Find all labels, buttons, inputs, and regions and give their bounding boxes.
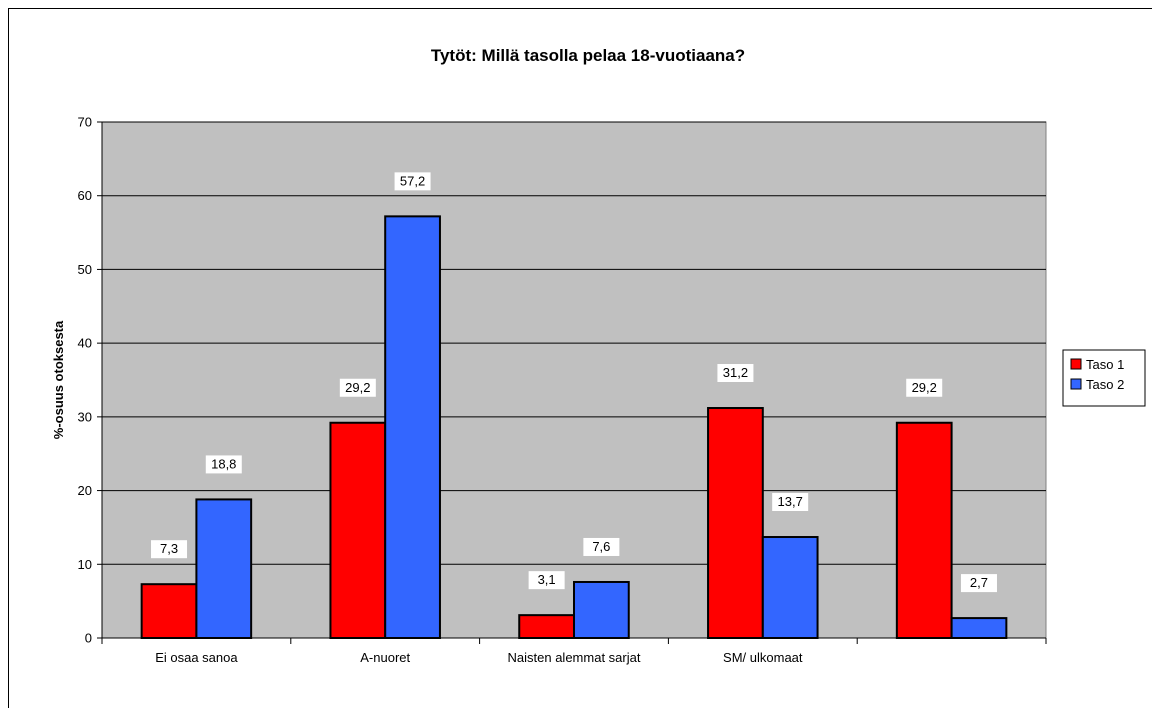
legend-swatch: [1070, 378, 1082, 390]
x-tick-label: Ei osaa sanoa: [155, 650, 238, 665]
data-label: 57,2: [400, 173, 425, 188]
data-label-background: [151, 540, 188, 559]
x-tick-label: A-nuoret: [360, 650, 410, 665]
x-tick-label: SM/ ulkomaat: [723, 650, 803, 665]
bar: [329, 421, 387, 639]
y-tick-label: 60: [78, 188, 92, 203]
bar: [140, 583, 198, 640]
bar: [761, 536, 819, 639]
y-tick-label: 40: [78, 336, 92, 351]
data-label: 7,6: [592, 539, 610, 554]
data-label-background: [394, 172, 431, 191]
bar: [950, 617, 1008, 640]
x-tick-label: Naisten alemmat sarjat: [508, 650, 641, 665]
data-label-background: [717, 364, 754, 383]
y-tick-label: 0: [85, 631, 92, 646]
y-axis: 0 10 20 30 40 50 60 70: [78, 115, 103, 646]
data-label: 31,2: [723, 365, 748, 380]
data-label: 18,8: [211, 456, 236, 471]
y-tick-label: 50: [78, 262, 92, 277]
data-label-background: [583, 537, 620, 556]
data-label-background: [960, 574, 997, 593]
bar: [518, 614, 575, 639]
data-label-background: [772, 493, 809, 512]
bars: 7,3 29,2 3,1 31,2 29,2 18,8 57,2 7,6 13,7 2,7: [140, 172, 1008, 640]
chart-title: Tytöt: Millä tasolla pelaa 18-vuotiaana?: [431, 46, 745, 65]
y-tick-label: 10: [78, 557, 92, 572]
legend: Taso 1 Taso 2: [1062, 349, 1146, 407]
bar: [895, 421, 953, 639]
data-label: 3,1: [538, 572, 556, 587]
y-tick-label: 20: [78, 483, 92, 498]
data-label: 29,2: [912, 380, 937, 395]
bar: [195, 498, 253, 639]
gridlines: [102, 121, 1046, 565]
y-tick-label: 70: [78, 115, 92, 130]
data-label: 13,7: [778, 494, 803, 509]
bar: [384, 215, 441, 639]
data-label: 7,3: [160, 541, 178, 556]
data-label-background: [528, 571, 565, 590]
x-axis: Ei osaa sanoa A-nuoret Naisten alemmat sar…: [101, 637, 1047, 665]
y-tick-label: 30: [78, 409, 92, 424]
data-label-background: [906, 378, 943, 397]
bar: [707, 407, 764, 639]
data-label-background: [205, 455, 242, 474]
plot-area: [101, 121, 1047, 639]
data-label: 29,2: [345, 380, 370, 395]
data-label: 2,7: [970, 575, 988, 590]
y-axis-label: %-osuus otoksesta: [51, 320, 66, 439]
data-label-background: [339, 378, 376, 397]
legend-label: Taso 2: [1086, 377, 1124, 392]
legend-swatch: [1070, 358, 1082, 370]
bar: [573, 580, 630, 640]
chart-frame: [8, 8, 1152, 708]
legend-label: Taso 1: [1086, 357, 1124, 372]
